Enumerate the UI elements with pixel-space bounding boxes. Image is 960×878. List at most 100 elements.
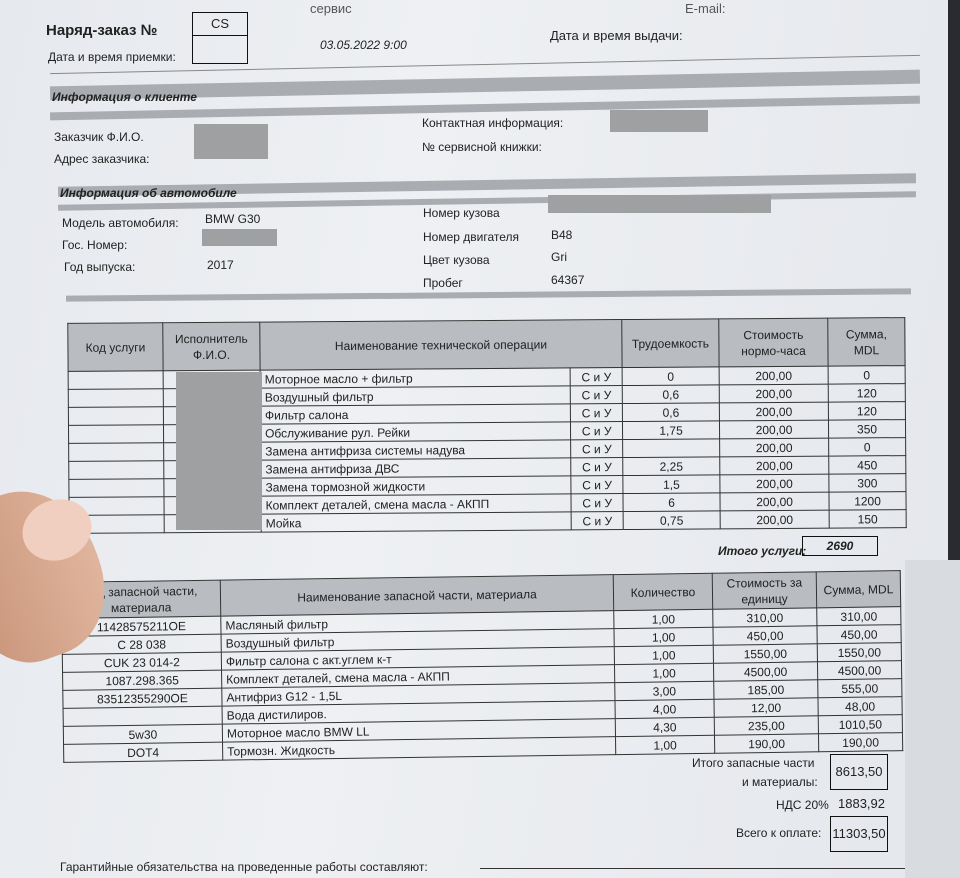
client-name-label: Заказчик Ф.И.О. bbox=[54, 130, 144, 144]
hour-rate: 200,00 bbox=[719, 366, 829, 385]
services-total-label: Итого услуги: bbox=[718, 544, 807, 558]
operation-name: Замена антифриза системы надува bbox=[260, 439, 572, 461]
intake-value: 03.05.2022 9:00 bbox=[320, 38, 407, 52]
col-unit-price: Стоимость за единицу bbox=[712, 571, 817, 610]
part-qty: 4,00 bbox=[614, 699, 715, 719]
service-sum: 150 bbox=[829, 509, 907, 529]
service-sum: 0 bbox=[828, 365, 906, 385]
hour-rate: 200,00 bbox=[719, 456, 829, 475]
parts-total-label-2: и материалы: bbox=[742, 775, 818, 789]
operation-name: Моторное масло + фильтр bbox=[260, 367, 571, 389]
order-label: Наряд-заказ № bbox=[46, 22, 158, 39]
parts-total-value: 8613,50 bbox=[830, 754, 888, 790]
col-part-sum: Сумма, MDL bbox=[816, 570, 901, 608]
body-number-label: Номер кузова bbox=[423, 206, 500, 220]
warranty-label: Гарантийные обязательства на проведенные… bbox=[60, 860, 428, 874]
service-sum: 120 bbox=[828, 401, 906, 421]
service-book-label: № сервисной книжки: bbox=[422, 140, 542, 154]
labor-hours: 0 bbox=[622, 366, 720, 386]
redacted-executor bbox=[176, 372, 262, 530]
service-sum: 350 bbox=[828, 419, 906, 439]
hour-rate: 200,00 bbox=[720, 510, 830, 529]
part-unit-price: 235,00 bbox=[714, 715, 819, 736]
parts-total-label-1: Итого запасные части bbox=[692, 756, 815, 770]
operation-type: С и У bbox=[571, 511, 624, 530]
part-code: CUK 23 014-2 bbox=[62, 652, 222, 673]
part-sum: 450,00 bbox=[816, 624, 902, 644]
part-sum: 555,00 bbox=[817, 678, 902, 698]
hour-rate: 200,00 bbox=[719, 492, 830, 511]
operation-name: Замена антифриза ДВС bbox=[260, 457, 572, 479]
service-sum: 120 bbox=[828, 383, 906, 403]
operation-type: С и У bbox=[571, 457, 623, 476]
operation-type: С и У bbox=[570, 421, 623, 440]
operation-name: Комплект деталей, смена масла - АКПП bbox=[260, 493, 572, 515]
operation-name: Воздушный фильтр bbox=[260, 385, 571, 407]
service-code bbox=[68, 370, 164, 390]
mileage-value: 64367 bbox=[551, 273, 585, 287]
part-unit-price: 190,00 bbox=[714, 733, 819, 754]
part-unit-price: 310,00 bbox=[712, 607, 817, 628]
labor-hours: 1,5 bbox=[622, 474, 720, 494]
service-code bbox=[68, 442, 164, 462]
client-section-title: Информация о клиенте bbox=[52, 90, 197, 104]
part-unit-price: 1550,00 bbox=[713, 643, 818, 664]
part-sum: 310,00 bbox=[816, 606, 901, 626]
vat-label: НДС 20% bbox=[776, 798, 829, 812]
operation-type: С и У bbox=[571, 493, 624, 512]
col-qty: Количество bbox=[613, 573, 713, 611]
service-sum: 0 bbox=[828, 437, 906, 457]
grand-total-label: Всего к оплате: bbox=[736, 826, 822, 840]
contact-label: Контактная информация: bbox=[422, 116, 564, 130]
part-qty: 1,00 bbox=[613, 627, 714, 647]
intake-label: Дата и время приемки: bbox=[48, 50, 176, 64]
order-number-box: CS bbox=[192, 12, 248, 64]
service-sum: 300 bbox=[828, 473, 906, 493]
vat-value: 1883,92 bbox=[838, 796, 885, 811]
part-code bbox=[63, 706, 223, 727]
part-qty: 1,00 bbox=[614, 645, 714, 665]
col-executor: Исполнитель Ф.И.О. bbox=[162, 322, 261, 371]
service-code bbox=[68, 460, 164, 480]
operation-type: С и У bbox=[571, 475, 623, 494]
hour-rate: 200,00 bbox=[719, 438, 829, 457]
part-sum: 190,00 bbox=[818, 732, 903, 752]
color-label: Цвет кузова bbox=[423, 253, 490, 267]
service-code bbox=[68, 424, 164, 444]
vehicle-section-title: Информация об автомобиле bbox=[60, 186, 237, 200]
part-qty: 1,00 bbox=[613, 609, 713, 629]
labor-hours: 1,75 bbox=[622, 420, 720, 440]
col-sum: Сумма, MDL bbox=[827, 317, 906, 367]
color-value: Gri bbox=[551, 250, 567, 264]
year-label: Год выпуска: bbox=[64, 260, 136, 274]
labor-hours: 0,6 bbox=[622, 402, 720, 422]
parts-table: Код запасной части, материала Наименован… bbox=[61, 570, 903, 763]
part-sum: 1550,00 bbox=[817, 642, 902, 662]
hour-rate: 200,00 bbox=[719, 402, 829, 421]
service-sum: 450 bbox=[828, 455, 906, 475]
col-part-name: Наименование запасной части, материала bbox=[220, 574, 614, 617]
part-sum: 48,00 bbox=[817, 696, 903, 716]
year-value: 2017 bbox=[207, 258, 234, 272]
paper-fold bbox=[905, 560, 960, 878]
hour-rate: 200,00 bbox=[719, 420, 829, 439]
col-operation: Наименование технической операции bbox=[259, 319, 623, 371]
operation-name: Замена тормозной жидкости bbox=[260, 475, 572, 497]
col-service-code: Код услуги bbox=[67, 322, 164, 372]
grand-total-value: 11303,50 bbox=[830, 816, 888, 852]
cut-email-text: E-mail: bbox=[685, 1, 726, 16]
part-unit-price: 185,00 bbox=[713, 679, 818, 700]
redacted-body-number bbox=[548, 195, 771, 213]
hour-rate: 200,00 bbox=[719, 384, 829, 403]
labor-hours: 0,75 bbox=[623, 510, 721, 530]
col-labor: Трудоемкость bbox=[621, 318, 720, 368]
part-sum: 1010,50 bbox=[818, 714, 903, 734]
model-label: Модель автомобиля: bbox=[62, 216, 179, 230]
part-code: 83512355290OE bbox=[62, 688, 223, 709]
divider bbox=[480, 868, 905, 869]
part-qty: 4,30 bbox=[615, 717, 715, 737]
cut-header-text: сервис bbox=[310, 1, 352, 16]
operation-name: Обслуживание рул. Рейки bbox=[260, 421, 572, 443]
labor-hours: 0,6 bbox=[622, 384, 720, 404]
